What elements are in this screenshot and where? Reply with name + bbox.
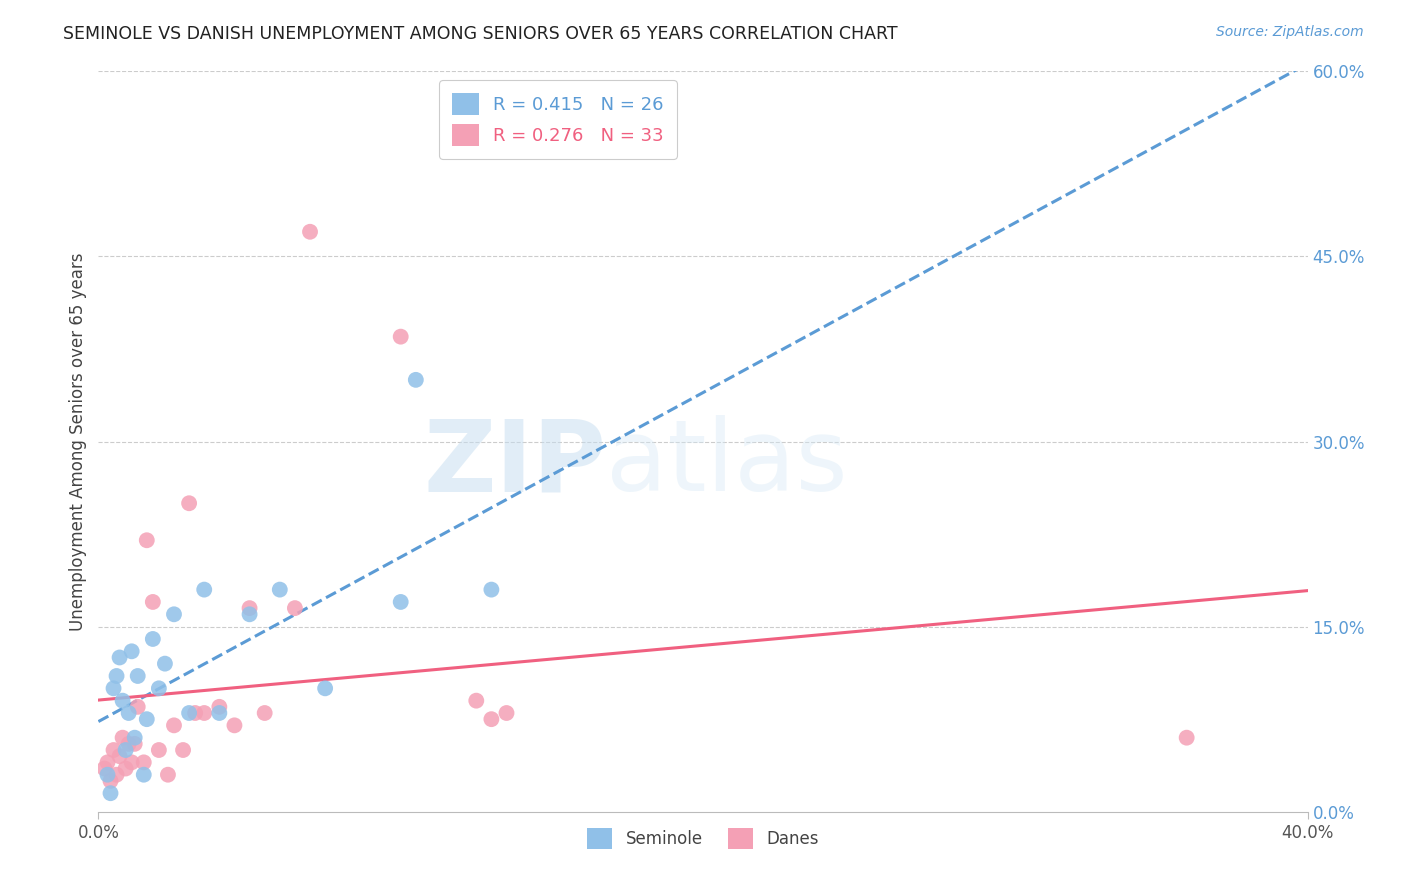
Point [93,762,115,776]
Point [142,595,165,609]
Point [121,756,143,770]
Point [284,601,307,615]
Point [239,601,262,615]
Point [103,743,125,757]
Point [253,706,276,720]
Point [132,767,155,781]
Point [135,533,157,548]
Point [239,607,262,622]
Point [193,582,215,597]
Point [127,699,149,714]
Point [208,699,231,714]
Text: atlas: atlas [606,416,848,512]
Point [1175,731,1198,745]
Point [105,669,128,683]
Point [179,496,201,510]
Point [121,644,143,658]
Point [105,767,128,781]
Point [96,756,118,770]
Point [111,731,134,745]
Point [184,706,207,720]
Point [114,743,136,757]
Point [156,767,179,781]
Point [481,582,503,597]
Y-axis label: Unemployment Among Seniors over 65 years: Unemployment Among Seniors over 65 years [69,252,87,631]
Point [465,694,488,708]
Point [118,706,141,720]
Point [108,749,131,764]
Point [405,373,427,387]
Point [108,650,131,665]
Point [208,706,231,720]
Point [314,681,336,696]
Point [135,712,157,726]
Point [163,607,186,622]
Point [495,706,517,720]
Text: Source: ZipAtlas.com: Source: ZipAtlas.com [1216,25,1364,39]
Point [124,737,146,751]
Point [481,712,503,726]
Point [389,329,412,343]
Point [148,743,170,757]
Point [299,225,322,239]
Point [179,706,201,720]
Point [114,762,136,776]
Point [142,632,165,646]
Text: SEMINOLE VS DANISH UNEMPLOYMENT AMONG SENIORS OVER 65 YEARS CORRELATION CHART: SEMINOLE VS DANISH UNEMPLOYMENT AMONG SE… [63,25,898,43]
Point [153,657,176,671]
Point [100,773,122,788]
Point [100,786,122,800]
Point [389,595,412,609]
Point [127,669,149,683]
Point [148,681,170,696]
Text: ZIP: ZIP [423,416,606,512]
Point [103,681,125,696]
Point [124,731,146,745]
Point [172,743,194,757]
Point [118,737,141,751]
Point [269,582,291,597]
Point [193,706,215,720]
Point [96,767,118,781]
Point [111,694,134,708]
Point [163,718,186,732]
Legend: Seminole, Danes: Seminole, Danes [581,822,825,855]
Point [132,756,155,770]
Point [224,718,246,732]
